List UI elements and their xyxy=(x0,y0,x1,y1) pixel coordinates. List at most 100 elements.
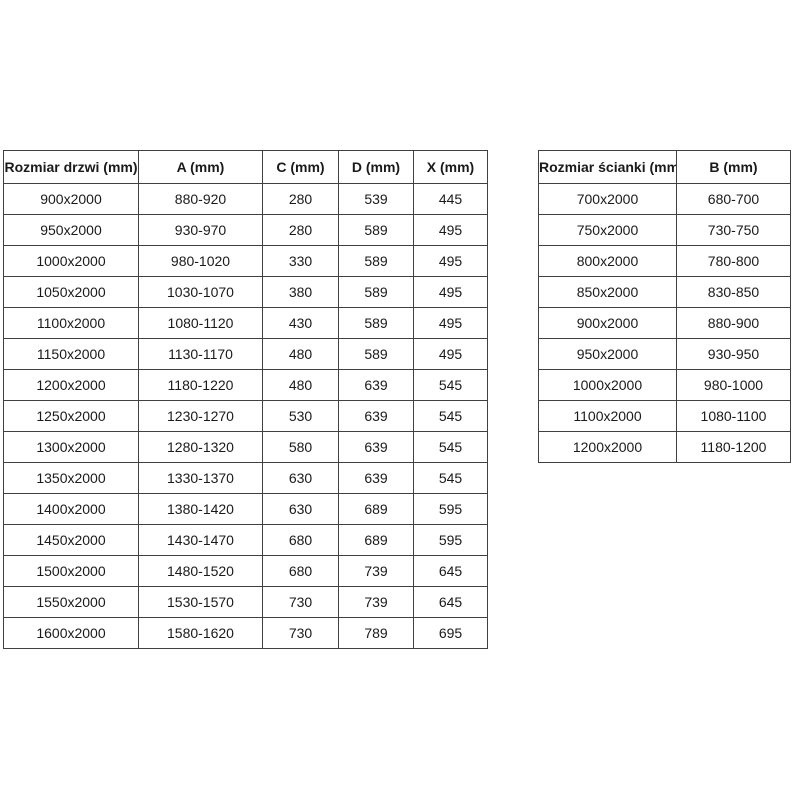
table-cell: 495 xyxy=(413,338,488,370)
table-cell: 800x2000 xyxy=(538,245,677,277)
table-row: 1150x2000 1130-1170 480 589 495 xyxy=(3,338,488,370)
table-cell: 1200x2000 xyxy=(3,369,139,401)
table-row: 1450x2000 1430-1470 680 689 595 xyxy=(3,524,488,556)
table-row: 1350x2000 1330-1370 630 639 545 xyxy=(3,462,488,494)
table-cell: 780-800 xyxy=(676,245,791,277)
table-cell: 580 xyxy=(262,431,339,463)
table-cell: 1050x2000 xyxy=(3,276,139,308)
table-row: 1600x2000 1580-1620 730 789 695 xyxy=(3,617,488,649)
table-cell: 280 xyxy=(262,214,339,246)
door-size-table: Rozmiar drzwi (mm) A (mm) C (mm) D (mm) … xyxy=(3,150,488,649)
table-cell: 545 xyxy=(413,431,488,463)
table-cell: 589 xyxy=(338,338,414,370)
table-cell: 730-750 xyxy=(676,214,791,246)
table-cell: 1030-1070 xyxy=(138,276,263,308)
column-header-x: X (mm) xyxy=(413,150,488,184)
table-cell: 980-1020 xyxy=(138,245,263,277)
table-row: 1000x2000 980-1000 xyxy=(538,369,791,401)
table-cell: 980-1000 xyxy=(676,369,791,401)
table-cell: 430 xyxy=(262,307,339,339)
table-cell: 1500x2000 xyxy=(3,555,139,587)
header-row: Rozmiar ścianki (mm) B (mm) xyxy=(538,150,791,184)
table-cell: 1100x2000 xyxy=(538,400,677,432)
table-cell: 1580-1620 xyxy=(138,617,263,649)
table-cell: 700x2000 xyxy=(538,183,677,215)
table-row: 1200x2000 1180-1200 xyxy=(538,431,791,463)
table-row: 900x2000 880-920 280 539 445 xyxy=(3,183,488,215)
table-cell: 680 xyxy=(262,555,339,587)
table-cell: 1280-1320 xyxy=(138,431,263,463)
table-cell: 645 xyxy=(413,555,488,587)
table-cell: 680-700 xyxy=(676,183,791,215)
table-cell: 495 xyxy=(413,307,488,339)
column-header-a: A (mm) xyxy=(138,150,263,184)
table-cell: 1250x2000 xyxy=(3,400,139,432)
table-cell: 280 xyxy=(262,183,339,215)
table-cell: 1400x2000 xyxy=(3,493,139,525)
table-row: 750x2000 730-750 xyxy=(538,214,791,246)
table-row: 950x2000 930-970 280 589 495 xyxy=(3,214,488,246)
header-row: Rozmiar drzwi (mm) A (mm) C (mm) D (mm) … xyxy=(3,150,488,184)
table-cell: 1530-1570 xyxy=(138,586,263,618)
table-cell: 950x2000 xyxy=(3,214,139,246)
table-row: 850x2000 830-850 xyxy=(538,276,791,308)
table-cell: 1350x2000 xyxy=(3,462,139,494)
table-cell: 730 xyxy=(262,586,339,618)
column-header-d: D (mm) xyxy=(338,150,414,184)
table-cell: 900x2000 xyxy=(3,183,139,215)
table-cell: 639 xyxy=(338,369,414,401)
table-cell: 645 xyxy=(413,586,488,618)
table-cell: 680 xyxy=(262,524,339,556)
table-cell: 1200x2000 xyxy=(538,431,677,463)
table-row: 1500x2000 1480-1520 680 739 645 xyxy=(3,555,488,587)
table-row: 1050x2000 1030-1070 380 589 495 xyxy=(3,276,488,308)
table-cell: 1450x2000 xyxy=(3,524,139,556)
table-cell: 495 xyxy=(413,245,488,277)
table-cell: 695 xyxy=(413,617,488,649)
table-cell: 750x2000 xyxy=(538,214,677,246)
column-header-b: B (mm) xyxy=(676,150,791,184)
table-cell: 1380-1420 xyxy=(138,493,263,525)
table-cell: 380 xyxy=(262,276,339,308)
table-cell: 639 xyxy=(338,431,414,463)
table-cell: 1150x2000 xyxy=(3,338,139,370)
table-cell: 1080-1120 xyxy=(138,307,263,339)
table-cell: 739 xyxy=(338,586,414,618)
table-cell: 930-970 xyxy=(138,214,263,246)
table-cell: 545 xyxy=(413,462,488,494)
table-cell: 950x2000 xyxy=(538,338,677,370)
table-cell: 1480-1520 xyxy=(138,555,263,587)
table-cell: 1180-1220 xyxy=(138,369,263,401)
table-cell: 689 xyxy=(338,493,414,525)
table-cell: 1430-1470 xyxy=(138,524,263,556)
table-row: 1250x2000 1230-1270 530 639 545 xyxy=(3,400,488,432)
table-cell: 1300x2000 xyxy=(3,431,139,463)
table-cell: 880-920 xyxy=(138,183,263,215)
column-header-c: C (mm) xyxy=(262,150,339,184)
table-cell: 1550x2000 xyxy=(3,586,139,618)
table-cell: 480 xyxy=(262,369,339,401)
column-header-wall-size: Rozmiar ścianki (mm) xyxy=(538,150,677,184)
table-cell: 639 xyxy=(338,400,414,432)
table-row: 1300x2000 1280-1320 580 639 545 xyxy=(3,431,488,463)
table-cell: 589 xyxy=(338,214,414,246)
table-cell: 539 xyxy=(338,183,414,215)
table-cell: 445 xyxy=(413,183,488,215)
table-cell: 1000x2000 xyxy=(3,245,139,277)
table-row: 1000x2000 980-1020 330 589 495 xyxy=(3,245,488,277)
table-row: 950x2000 930-950 xyxy=(538,338,791,370)
table-cell: 530 xyxy=(262,400,339,432)
table-cell: 1100x2000 xyxy=(3,307,139,339)
table-cell: 480 xyxy=(262,338,339,370)
table-cell: 689 xyxy=(338,524,414,556)
table-cell: 739 xyxy=(338,555,414,587)
table-cell: 589 xyxy=(338,307,414,339)
table-cell: 789 xyxy=(338,617,414,649)
table-cell: 495 xyxy=(413,214,488,246)
table-cell: 639 xyxy=(338,462,414,494)
table-cell: 900x2000 xyxy=(538,307,677,339)
table-row: 1200x2000 1180-1220 480 639 545 xyxy=(3,369,488,401)
wall-panel-size-table: Rozmiar ścianki (mm) B (mm) 700x2000 680-… xyxy=(538,150,791,463)
table-cell: 830-850 xyxy=(676,276,791,308)
